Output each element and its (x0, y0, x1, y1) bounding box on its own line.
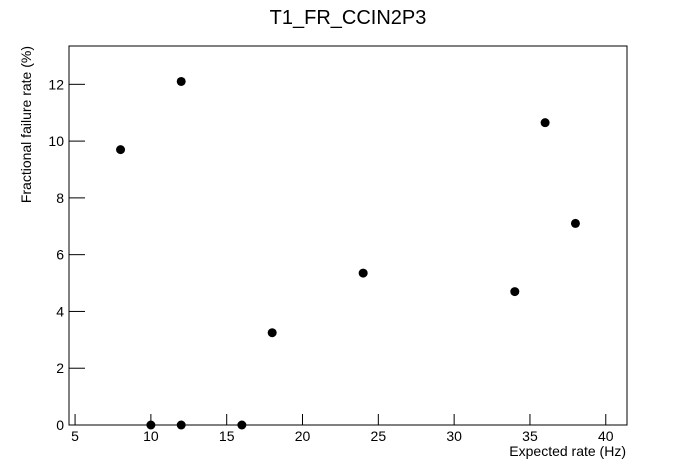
point (267, 328, 277, 338)
x-tick-label: 5 (71, 428, 79, 444)
y-tick-label: 12 (48, 76, 64, 92)
y-axis-label: Fractional failure rate (%) (18, 46, 34, 203)
y-tick-label: 0 (56, 417, 64, 433)
x-tick-label: 25 (371, 428, 387, 444)
point (176, 76, 186, 86)
chart-title: T1_FR_CCIN2P3 (270, 7, 427, 29)
point (570, 218, 580, 228)
y-tick-label: 2 (56, 360, 64, 376)
plot-frame (68, 45, 628, 426)
x-tick-label: 30 (446, 428, 462, 444)
y-tick-label: 6 (56, 247, 64, 263)
x-tick-label: 40 (598, 428, 614, 444)
y-tick-label: 8 (56, 190, 64, 206)
point (358, 268, 368, 278)
x-axis-label: Expected rate (Hz) (509, 443, 626, 459)
point (146, 420, 156, 430)
point (510, 287, 520, 297)
x-tick-label: 35 (522, 428, 538, 444)
point (176, 420, 186, 430)
y-tick-label: 4 (56, 303, 64, 319)
point (116, 145, 126, 155)
y-tick-label: 10 (48, 133, 64, 149)
x-tick-label: 15 (219, 428, 235, 444)
x-tick-label: 10 (143, 428, 159, 444)
x-tick-label: 20 (295, 428, 311, 444)
point (540, 118, 550, 128)
point (237, 420, 247, 430)
